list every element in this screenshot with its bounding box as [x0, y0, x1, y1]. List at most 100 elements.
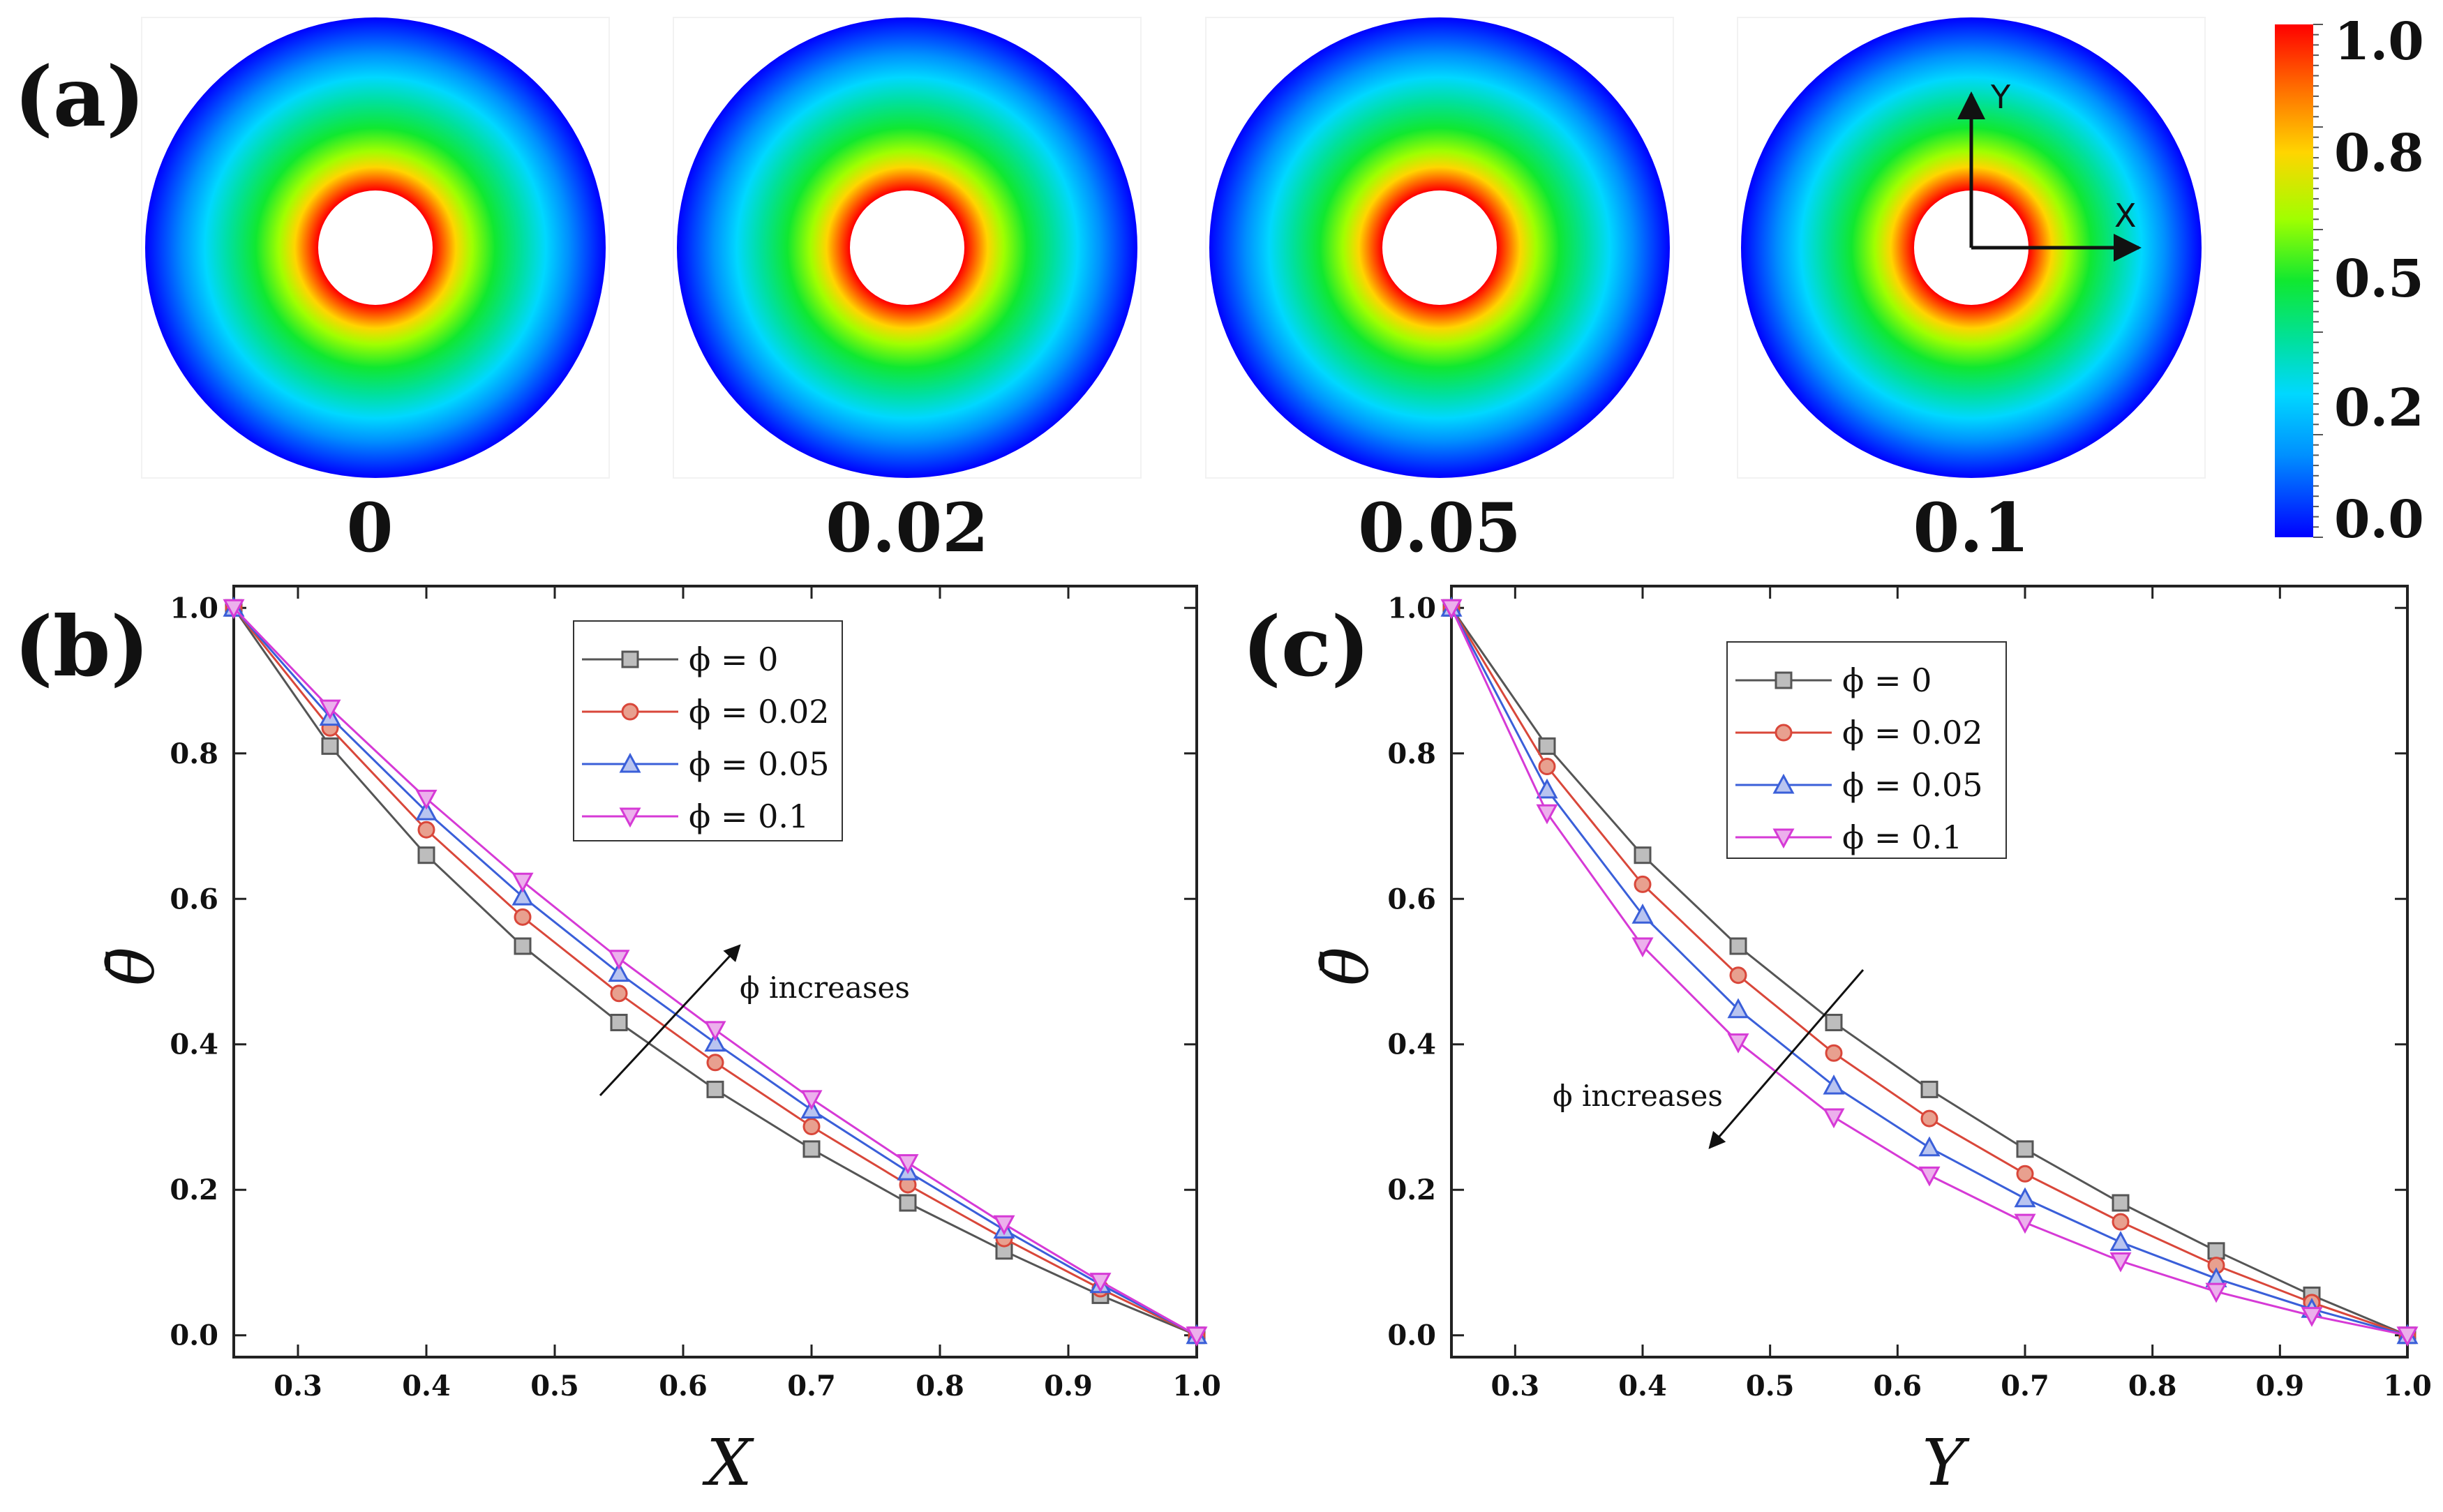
y-tick-label: 0.6: [1387, 883, 1436, 915]
y-tick-label: 0.2: [170, 1174, 218, 1206]
chart-panel-c: (c) 0.3 0.4 0.5 0.6 0.7 0.8 0.9 1.0 0.0 0.2 0.4 0.6…: [1242, 585, 2432, 1500]
data-point: [1538, 737, 1556, 755]
x-tick-label: 0.8: [916, 1370, 964, 1402]
phi-case-label: 0: [347, 488, 394, 567]
annulus-phi-0-02: [673, 17, 1142, 479]
annulus-phi-0-1: Y X: [1737, 17, 2206, 479]
data-point: [1729, 937, 1747, 955]
x-tick-label: 0.3: [274, 1370, 322, 1402]
data-point: [417, 846, 435, 864]
axis-x-label: X: [2114, 197, 2137, 234]
x-axis-title: Y: [1922, 1425, 1971, 1500]
annulus-phi-0: [141, 17, 610, 479]
y-tick-label: 0.4: [170, 1028, 218, 1061]
data-point: [319, 699, 341, 720]
legend: ϕ = 0 ϕ = 0.02 ϕ = 0.05 ϕ = 0.1: [573, 620, 843, 841]
legend-marker: [1772, 773, 1795, 794]
legend-marker: [619, 807, 641, 828]
legend-label: ϕ = 0.05: [689, 745, 830, 783]
y-tick-label: 0.0: [170, 1319, 218, 1352]
trend-annotation: ϕ increases: [1553, 1079, 1723, 1113]
phi-case-label: 0.02: [825, 488, 989, 567]
x-tick-label: 0.4: [1618, 1370, 1667, 1402]
data-point: [417, 821, 435, 839]
legend-marker: [619, 752, 641, 773]
chart-panel-b: (b) 0.3 0.4 0.5 0.6 0.7 0.8 0.9 1.0 0.0 0.2 0.4 0.6…: [14, 585, 1221, 1500]
data-point: [1631, 937, 1654, 958]
legend-label: ϕ = 0: [1842, 661, 1932, 699]
data-point: [1727, 998, 1749, 1019]
x-axis-title: X: [702, 1425, 754, 1500]
data-point: [802, 1140, 821, 1158]
colorbar-tick-label: 0.8: [2334, 123, 2424, 184]
trend-arrow: [599, 944, 741, 1097]
data-point: [2016, 1140, 2034, 1158]
data-point: [415, 789, 438, 810]
data-point: [608, 950, 630, 970]
legend-label: ϕ = 0.02: [689, 693, 830, 731]
legend-marker: [1775, 724, 1793, 742]
legend-marker: [1772, 828, 1795, 849]
legend-label: ϕ = 0.1: [689, 798, 809, 835]
data-point: [321, 737, 339, 755]
data-point: [993, 1215, 1015, 1236]
data-point: [1634, 875, 1652, 893]
data-point: [706, 1080, 724, 1098]
data-point: [899, 1194, 917, 1212]
data-point: [2109, 1231, 2132, 1251]
data-point: [704, 1031, 726, 1052]
data-point: [1631, 904, 1654, 924]
x-tick-label: 0.8: [2128, 1370, 2177, 1402]
legend-label: ϕ = 0.05: [1842, 766, 1983, 804]
data-point: [2112, 1194, 2130, 1212]
series-layer: [223, 597, 1208, 1347]
legend-box: [573, 620, 843, 841]
data-point: [2112, 1213, 2130, 1231]
data-point: [1918, 1166, 1941, 1187]
data-point: [1727, 1033, 1749, 1054]
panel-b-label: (b): [14, 598, 149, 695]
data-point: [223, 599, 245, 620]
data-point: [1089, 1273, 1112, 1293]
data-point: [2109, 1252, 2132, 1273]
data-point: [800, 1090, 823, 1111]
data-point: [1920, 1080, 1938, 1098]
x-tick-label: 0.6: [659, 1370, 708, 1402]
annulus-phi-0-05: [1205, 17, 1674, 479]
data-point: [2396, 1326, 2419, 1347]
data-point: [1536, 778, 1558, 799]
panel-a-label: (a): [14, 48, 145, 145]
axis-ticks: 0.3 0.4 0.5 0.6 0.7 0.8 0.9 1.0 0.0 0.2 0.4 0.6 0.8 1…: [170, 586, 1221, 1402]
x-tick-label: 1.0: [2383, 1370, 2432, 1402]
y-axis-title: θ̄: [1308, 947, 1383, 985]
data-point: [802, 1118, 821, 1136]
x-tick-label: 1.0: [1172, 1370, 1221, 1402]
data-point: [706, 1054, 724, 1072]
y-axis-title: θ̄: [94, 947, 169, 985]
data-point: [2016, 1165, 2034, 1183]
x-tick-label: 0.4: [402, 1370, 451, 1402]
colorbar: 1.0 0.8 0.5 0.2 0.0: [2275, 12, 2424, 550]
data-point: [1186, 1326, 1208, 1347]
data-point: [2205, 1282, 2227, 1303]
x-tick-label: 0.5: [530, 1370, 579, 1402]
legend-marker: [1775, 671, 1793, 689]
y-tick-label: 0.0: [1387, 1319, 1436, 1352]
data-point: [415, 800, 438, 821]
panel-c-label: (c): [1242, 598, 1370, 695]
legend-label: ϕ = 0.02: [1842, 714, 1983, 751]
data-point: [514, 908, 532, 926]
data-point: [1440, 599, 1463, 620]
colorbar-tick-label: 0.5: [2334, 249, 2424, 309]
data-point: [1634, 846, 1652, 864]
data-point: [1825, 1013, 1843, 1031]
data-point: [1825, 1044, 1843, 1062]
series-layer: [1440, 597, 2419, 1347]
plot-frame: [232, 585, 1198, 1358]
legend-label: ϕ = 0: [689, 641, 778, 678]
data-point: [897, 1154, 919, 1174]
data-point: [2207, 1242, 2225, 1260]
data-point: [2301, 1307, 2323, 1327]
x-tick-label: 0.7: [2001, 1370, 2049, 1402]
